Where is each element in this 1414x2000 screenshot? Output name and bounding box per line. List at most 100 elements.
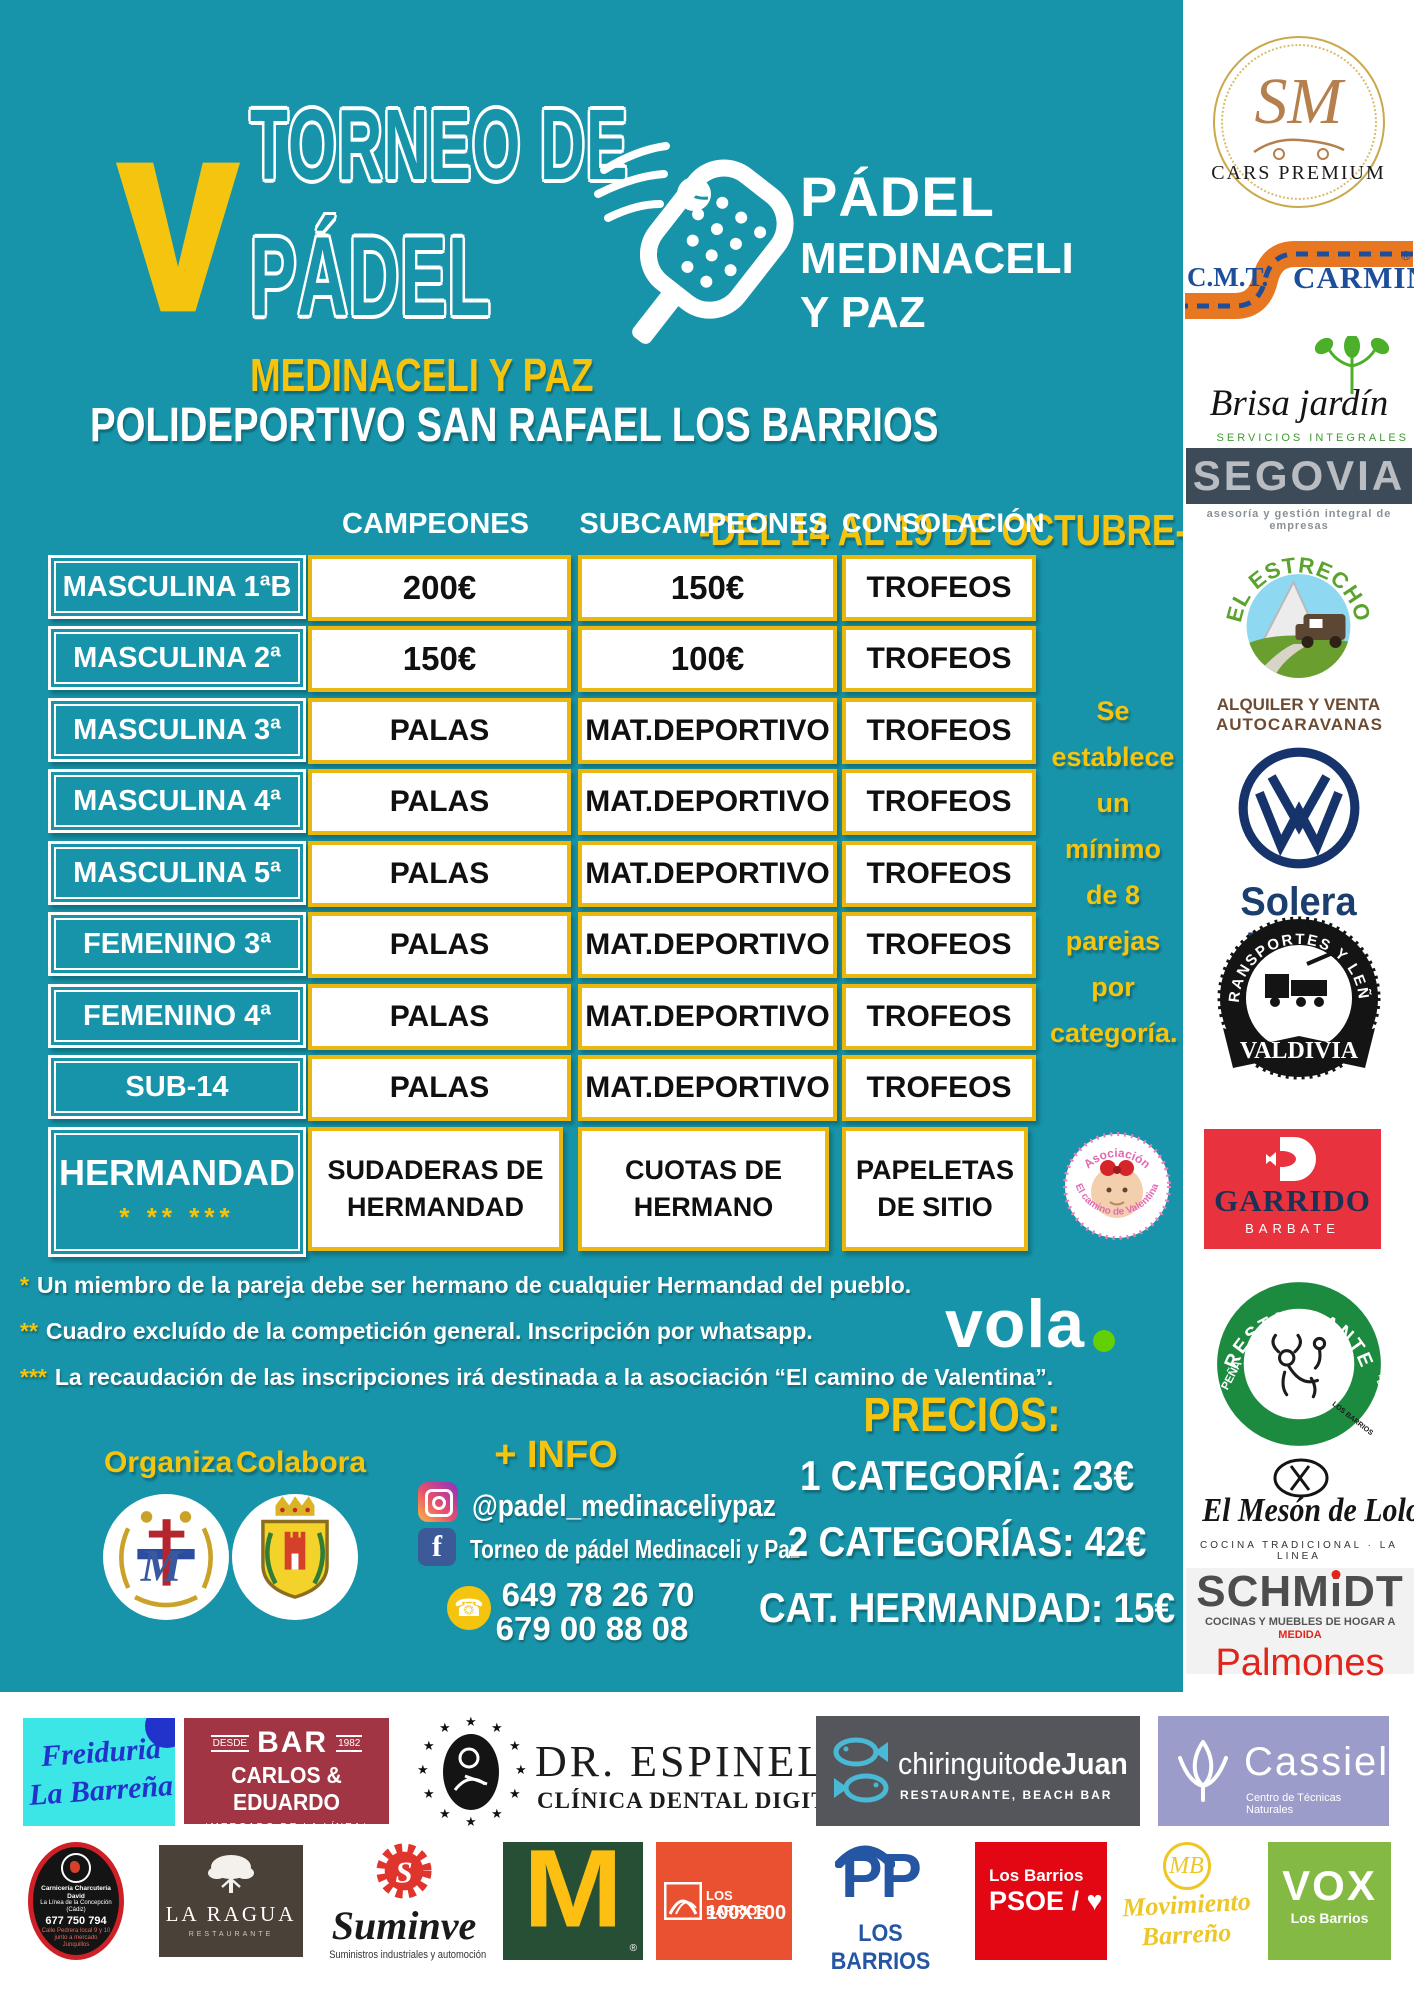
leaves-icon	[1314, 336, 1390, 394]
vola-logo: vola	[945, 1290, 1116, 1358]
sponsor-brisa-jardin: Brisa jardín SERVICIOS INTEGRALES	[1189, 336, 1409, 454]
row-consolacion: TROFEOS	[842, 555, 1036, 621]
100x100-line1: LOS BARRIOS	[706, 1888, 766, 1918]
precio-item-3: CAT. HERMANDAD: 15€	[758, 1584, 1176, 1631]
psoe-line2: PSOE / ♥	[989, 1886, 1103, 1916]
club-logo-line3: Y PAZ	[800, 288, 926, 337]
sponsor-garrido: GARRIDO BARBATE	[1204, 1129, 1381, 1249]
table-row: MASCULINA 4ª PALAS MAT.DEPORTIVO TROFEOS	[48, 769, 1036, 835]
row-subcampeones: 100€	[578, 626, 837, 692]
row-label: FEMENINO 4ª	[48, 984, 306, 1048]
schmidt-tagline-a: COCINAS Y MUEBLES DE HOGAR A	[1204, 1616, 1396, 1628]
note-line: Se	[1096, 696, 1130, 726]
david-line4: junto a mercado	[54, 1935, 98, 1941]
sponsor-solera-motor: Solera Motor	[1183, 742, 1414, 969]
estrecho-line1: ALQUILER Y VENTA	[1216, 695, 1381, 714]
gold-ring-icon	[1213, 36, 1385, 208]
schmidt-tagline: COCINAS Y MUEBLES DE HOGAR A MEDIDA	[1186, 1616, 1414, 1642]
sponsor-chiringuito-dejuan: chiringuitodeJuan RESTAURANTE, BEACH BAR	[816, 1716, 1140, 1826]
sponsor-charcuteria-david: Carnicería Charcutería David La Línea de…	[28, 1842, 124, 1960]
brisa-name: Brisa jardín	[1209, 383, 1389, 424]
table-row: MASCULINA 3ª PALAS MAT.DEPORTIVO TROFEOS	[48, 698, 1036, 764]
road-icon	[1185, 241, 1413, 319]
truck-icon	[1265, 950, 1336, 1007]
sponsor-dr-espinel: ★ ★ ★ ★ ★ ★ ★ ★ ★ ★ ★ ★ DR. ESPINEL CLÍNICA DE…	[417, 1714, 859, 1830]
instagram-icon	[418, 1482, 458, 1522]
chiringuito-name-a: chiringuito	[898, 1746, 1029, 1781]
note-line: establece	[1051, 742, 1175, 772]
pp-name: PP	[841, 1842, 922, 1911]
gear-s-icon: S	[376, 1843, 432, 1899]
sponsor-pp-los-barrios: PP LOS BARRIOS	[805, 1842, 956, 1975]
precios-heading: PRECIOS:	[863, 1389, 1061, 1442]
sponsor-valdivia: TRANSPORTES Y LEÑA VALDIVIA	[1207, 912, 1381, 1080]
bar-names: CARLOS & EDUARDO	[231, 1762, 342, 1815]
row-label: MASCULINA 2ª	[48, 626, 306, 690]
mcdonalds-reg: ®	[629, 1943, 637, 1954]
note-line: de 8	[1085, 880, 1141, 910]
espinel-name: DR. ESPINEL	[535, 1737, 828, 1786]
david-line2: La Línea de la Concepción (Cádiz)	[40, 1900, 112, 1913]
carmin-name: CARMIN	[1293, 260, 1414, 295]
sponsor-schmidt: SCHMiDT COCINAS Y MUEBLES DE HOGAR A MED…	[1186, 1568, 1414, 1684]
sponsor-sm-cars-premium: SM CARS PREMIUM	[1201, 30, 1396, 220]
main-panel: TORNEO DE PÁDEL MEDINACELI Y PAZ	[0, 0, 1183, 1692]
row-label: MASCULINA 3ª	[48, 698, 306, 762]
sponsor-sidebar: SM CARS PREMIUM C.M.T. CARMIN ®	[1183, 0, 1414, 1692]
note-line: por	[1091, 972, 1135, 1002]
row-subcampeones: MAT.DEPORTIVO	[578, 1055, 837, 1121]
row-consolacion: TROFEOS	[842, 1055, 1036, 1121]
table-row: MASCULINA 5ª PALAS MAT.DEPORTIVO TROFEOS	[48, 841, 1036, 907]
schmidt-city: Palmones	[1215, 1642, 1385, 1684]
table-row: FEMENINO 4ª PALAS MAT.DEPORTIVO TROFEOS	[48, 984, 1036, 1050]
table-row: SUB-14 PALAS MAT.DEPORTIVO TROFEOS	[48, 1055, 1036, 1121]
row-subcampeones: MAT.DEPORTIVO	[578, 769, 837, 835]
facebook-f: f	[432, 1530, 442, 1563]
sm-monogram: SM	[1254, 65, 1343, 138]
lotus-icon	[1178, 1740, 1228, 1802]
bar-word: BAR	[257, 1726, 329, 1759]
sponsor-cmt-carmin: C.M.T. CARMIN ®	[1185, 232, 1414, 328]
cassiel-name: Cassiel	[1244, 1740, 1390, 1784]
sponsor-suminve: S Suminve Suministros industriales y aut…	[316, 1842, 492, 1961]
tree-icon	[208, 1855, 254, 1893]
row-subcampeones: 150€	[578, 555, 837, 621]
row-label: FEMENINO 3ª	[48, 912, 306, 976]
sponsor-mcdonalds: M ®	[503, 1842, 643, 1960]
sponsor-la-ragua: LA RAGUA RESTAURANTE	[159, 1845, 303, 1957]
colabora-label: Colabora	[236, 1446, 367, 1479]
padel-racket-icon	[594, 142, 794, 344]
minimum-pairs-note: Se establece un mínimo de 8 parejas por …	[1050, 688, 1178, 1056]
estrecho-line2: AUTOCARAVANAS	[1216, 715, 1383, 734]
vox-name: VOX	[1282, 1862, 1377, 1909]
row-campeones: PALAS	[308, 769, 571, 835]
table-row-hermandad: HERMANDAD * ** *** SUDADERAS DE HERMANDA…	[48, 1127, 1030, 1257]
espinel-tagline: CLÍNICA DENTAL DIGITAL	[537, 1788, 860, 1813]
footnote-marker: ***	[20, 1364, 47, 1390]
footnote-text: Un miembro de la pareja debe ser hermano…	[36, 1272, 912, 1298]
schmidt-name: SCHMiDT	[1186, 1568, 1414, 1616]
garrido-name: GARRIDO	[1214, 1183, 1371, 1218]
row-subcampeones: CUOTAS DE HERMANO	[578, 1127, 829, 1251]
footnote: * Un miembro de la pareja debe ser herma…	[20, 1272, 911, 1299]
club-logo-line1: PÁDEL	[800, 165, 995, 228]
note-line: categoría.	[1050, 1018, 1178, 1048]
title-line3: MEDINACELI Y PAZ	[250, 349, 594, 401]
garrido-d-fish-icon	[1266, 1137, 1316, 1181]
phone-icon: ☎	[447, 1586, 491, 1630]
table-row: MASCULINA 1ªB 200€ 150€ TROFEOS	[48, 555, 1036, 621]
title-line2: PÁDEL	[250, 214, 492, 339]
meson-tagline: COCINA TRADICIONAL · LA LINEA	[1200, 1540, 1398, 1562]
row-label: HERMANDAD * ** ***	[48, 1127, 306, 1257]
row-label: SUB-14	[48, 1055, 306, 1119]
suminve-tagline: Suministros industriales y automoción	[329, 1949, 487, 1961]
segovia-box: SEGOVIA	[1186, 448, 1412, 504]
sponsor-freiduria: Freiduria La Barreña	[23, 1718, 175, 1826]
bar-tagline: *MERCADO DE LA LÍNEA*	[204, 1822, 369, 1833]
footnote: *** La recaudación de las inscripciones …	[20, 1364, 1053, 1391]
chiringuito-tagline: RESTAURANTE, BEACH BAR	[900, 1788, 1113, 1802]
valdivia-banner-text: VALDIVIA	[1240, 1038, 1359, 1064]
row-subcampeones: MAT.DEPORTIVO	[578, 841, 837, 907]
bull-sketch-icon	[1271, 1333, 1327, 1399]
